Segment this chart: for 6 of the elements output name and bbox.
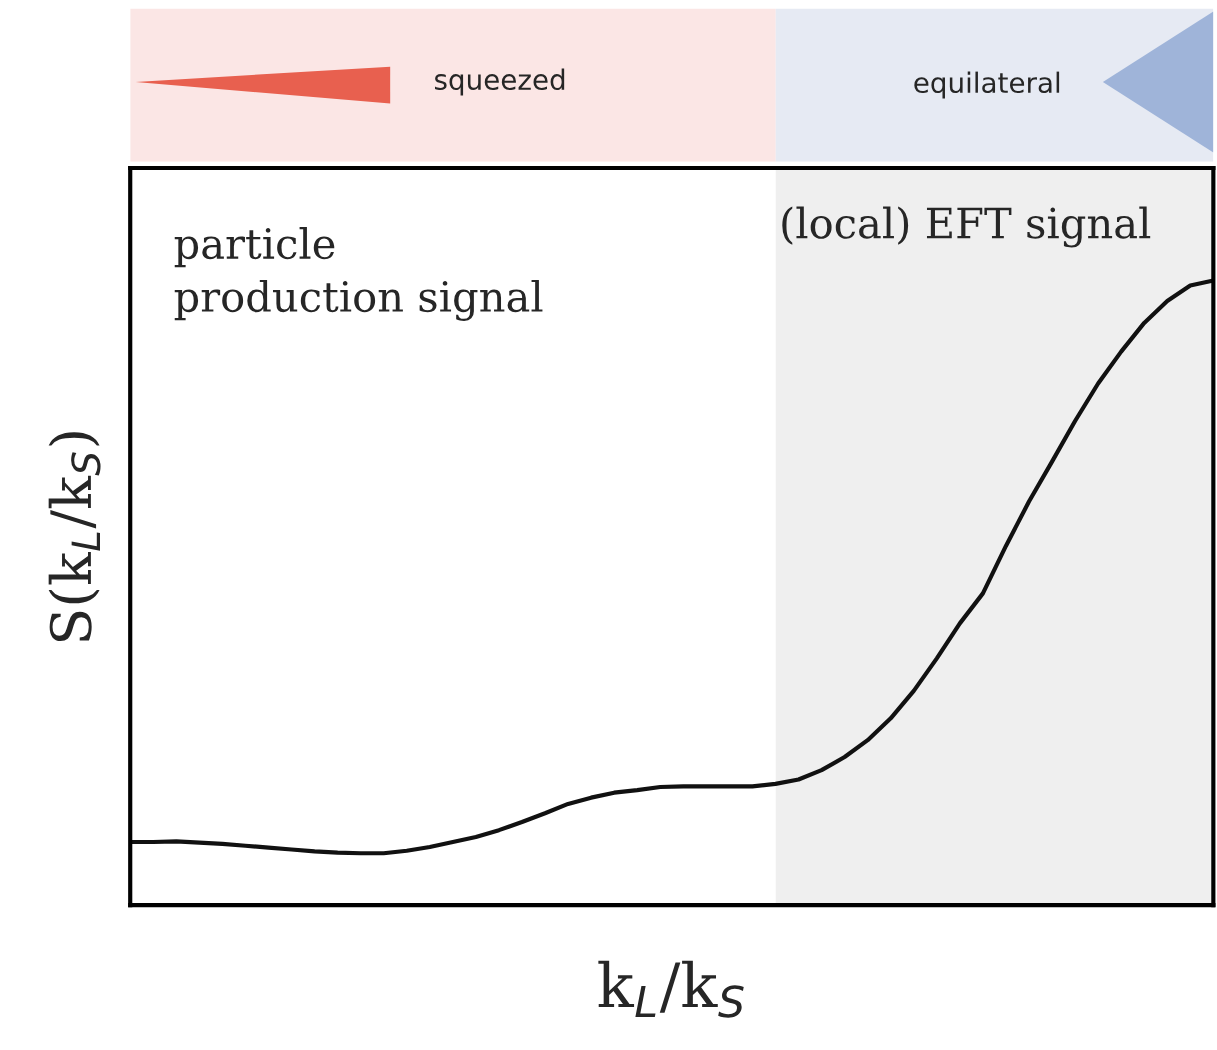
y-axis-title: S(k$_{L}$/k$_{S}$) [48, 432, 101, 642]
x-axis-title: k$_{L}$/k$_{S}$ [598, 960, 744, 1018]
text: (local) EFT signal [782, 206, 1151, 248]
text: equilateral [914, 71, 1060, 99]
annotation: particle production signal [174, 226, 543, 321]
text: squeezed [435, 68, 565, 96]
